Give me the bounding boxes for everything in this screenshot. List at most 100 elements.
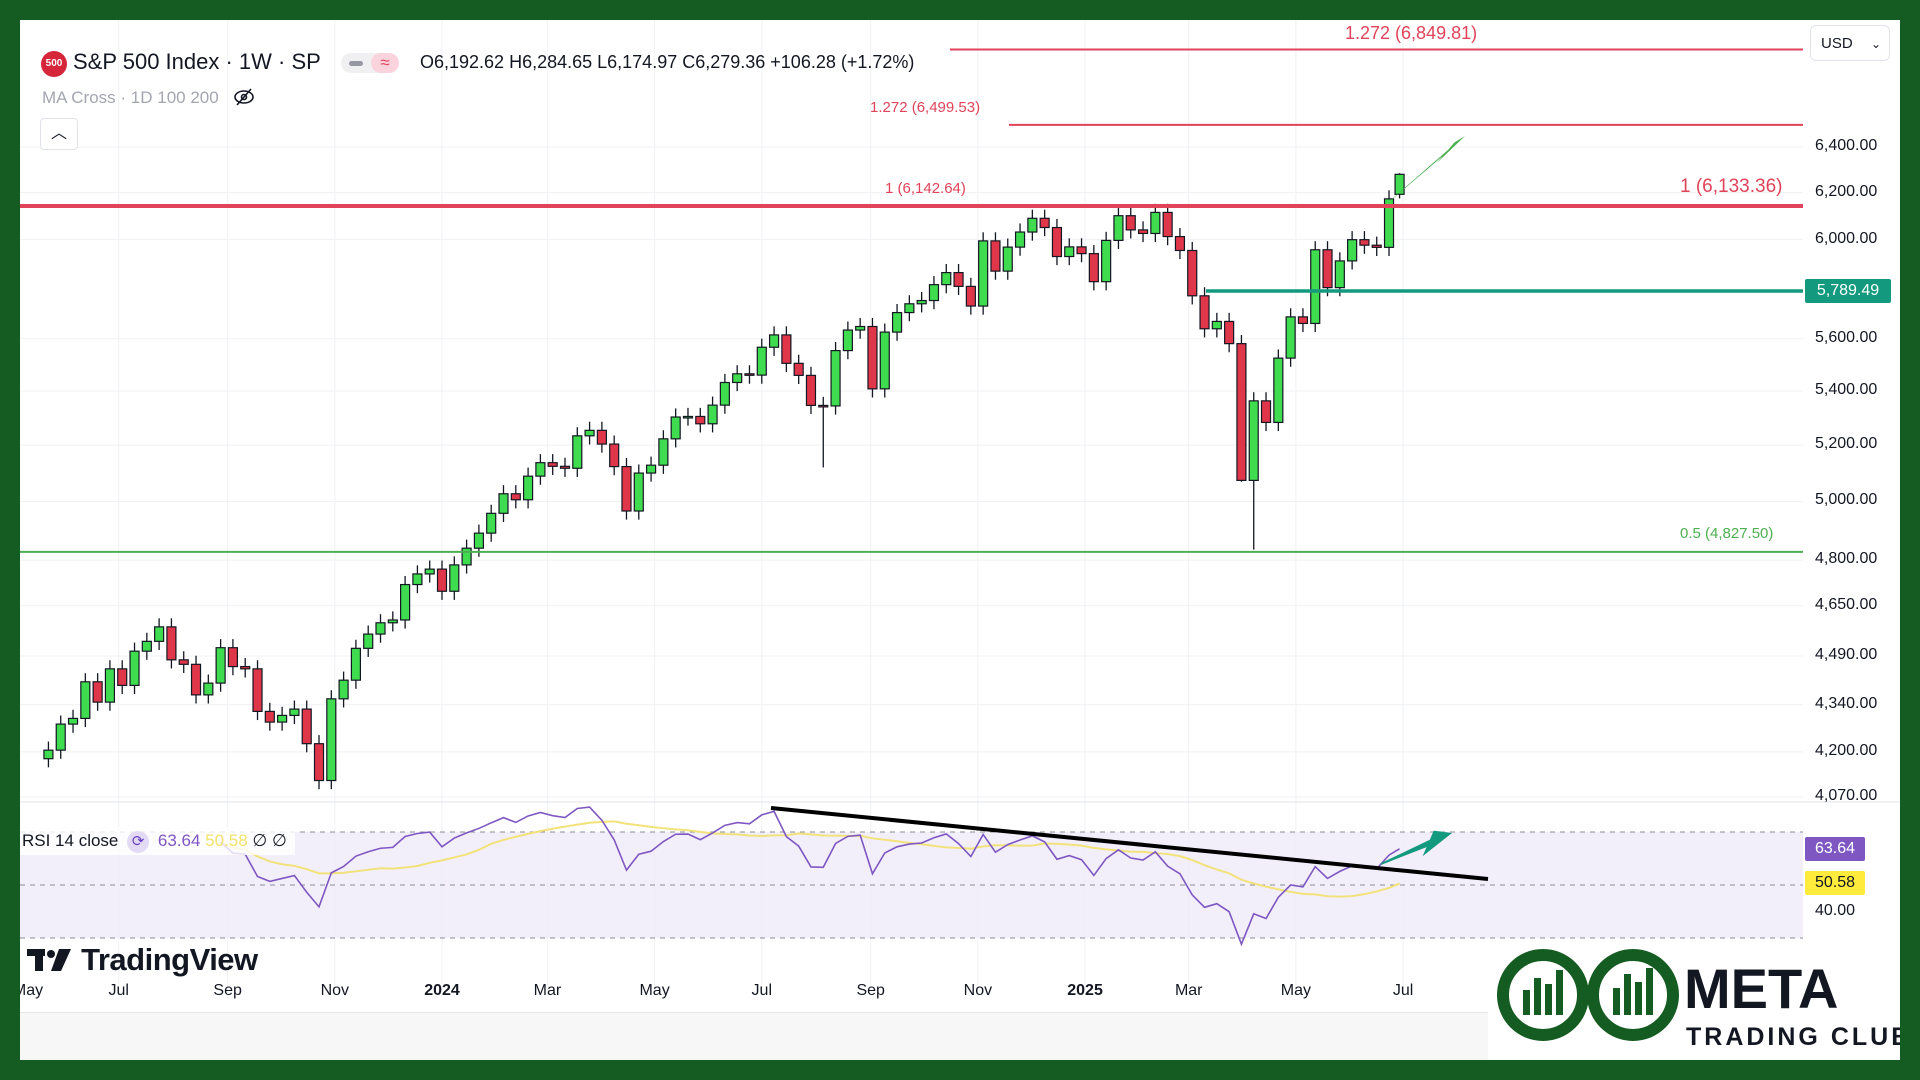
time-axis-label: Mar [533, 982, 562, 999]
candle-up [682, 415, 694, 419]
rsi-value-label: 63.64 [1805, 836, 1865, 861]
rsi-label: RSI 14 close [22, 831, 119, 850]
bottom-strip [20, 1012, 1488, 1060]
candle-up [350, 647, 362, 681]
candle-up [916, 299, 927, 305]
candle-up [1064, 246, 1075, 258]
candle-down [965, 285, 976, 307]
candle-up [43, 749, 54, 760]
indicator-legend[interactable]: MA Cross · 1D 100 200 [42, 87, 255, 108]
candle-down [1137, 229, 1149, 235]
candle-down [1322, 249, 1333, 289]
candle-up [1027, 217, 1038, 233]
candle-up [830, 349, 841, 407]
candle-up [879, 331, 890, 390]
candle-down [510, 493, 521, 501]
candle-down [1051, 226, 1063, 258]
candle-up [1014, 231, 1026, 248]
candle-up [67, 717, 79, 725]
fib-level-label: 1 (6,133.36) [1680, 175, 1783, 197]
price-axis-label: 4,490.00 [1815, 645, 1878, 663]
time-axis-label: Jul [751, 982, 772, 999]
time-axis-label: Nov [963, 982, 993, 999]
candle-up [400, 583, 411, 621]
candle-up [498, 493, 509, 514]
candle-up [1310, 249, 1321, 325]
candle-up [1002, 246, 1013, 272]
rsi-legend[interactable]: RSI 14 close ⟳ 63.64 50.58 ∅ ∅ [20, 827, 295, 855]
candle-up [141, 640, 152, 652]
fib-level-label: 1.272 (6,849.81) [1345, 23, 1478, 44]
currency-dropdown[interactable]: USD ⌄ [1810, 25, 1890, 61]
chart-canvas[interactable] [20, 20, 1900, 1060]
candle-up [1211, 320, 1222, 330]
chart-style-pill[interactable]: ≈ [341, 53, 399, 73]
candle-down [1125, 215, 1136, 231]
candle-up [55, 723, 66, 751]
price-axis-label: 4,650.00 [1815, 595, 1878, 613]
time-axis-label: Sep [213, 982, 242, 999]
candle-up [645, 464, 657, 474]
chevron-up-icon: ︿ [50, 125, 67, 142]
candle-up [461, 547, 472, 566]
fib-level-label: 0.5 (4,827.50) [1680, 524, 1774, 542]
candle-up [1347, 239, 1358, 262]
candle-down [1224, 320, 1235, 345]
candle-up [842, 329, 853, 352]
candle-up [928, 284, 940, 302]
candle-up [891, 311, 903, 333]
candle-down [1088, 253, 1099, 283]
eye-off-icon[interactable] [233, 87, 255, 107]
time-axis-label: Sep [856, 982, 885, 999]
candle-up [326, 698, 337, 782]
candle-up [387, 619, 398, 624]
ohlc-readout: O6,192.62 H6,284.65 L6,174.97 C6,279.36 … [420, 52, 915, 72]
candle-up [633, 472, 644, 512]
candle-down [313, 743, 325, 782]
refresh-icon[interactable]: ⟳ [127, 830, 150, 853]
indicator-label: MA Cross · 1D 100 200 [42, 88, 219, 107]
candle-up [1101, 239, 1112, 283]
time-axis-label: Mar [1174, 982, 1203, 999]
candle-down [621, 465, 632, 512]
candle-down [609, 443, 620, 468]
candle-up [412, 573, 423, 586]
rsi-value: 63.64 [157, 831, 201, 850]
currency-value: USD [1821, 35, 1853, 52]
candle-up [1394, 173, 1405, 195]
candle-up [277, 714, 288, 723]
candle-up [658, 438, 669, 466]
candle-down [547, 462, 558, 467]
candle-up [707, 404, 718, 425]
candle-down [867, 325, 878, 390]
candle-down [1174, 235, 1186, 252]
candle-down [92, 681, 103, 703]
up-arrow-icon [1390, 136, 1465, 201]
time-axis-label: Jul [1392, 982, 1414, 999]
price-axis-label: 6,200.00 [1815, 182, 1878, 200]
candle-down [1260, 400, 1272, 424]
approx-icon: ≈ [371, 53, 399, 73]
candle-up [756, 346, 767, 376]
brand-line1: META [1684, 957, 1839, 1020]
fib-level-label: 1 (6,142.64) [885, 179, 966, 197]
symbol-title[interactable]: S&P 500 Index · 1W · SP [73, 49, 321, 74]
rsi-line [220, 806, 1400, 947]
candle-down [818, 404, 829, 408]
candle-down [1236, 343, 1247, 481]
chart-panel[interactable]: 500 S&P 500 Index · 1W · SP ≈ O6,192.62 … [20, 20, 1900, 1060]
candle-up [572, 435, 583, 469]
candle-up [338, 679, 349, 700]
symbol-badge: 500 [41, 51, 67, 77]
candle-down [1199, 295, 1210, 330]
rsi-ma-label: 50.58 [1805, 871, 1865, 896]
candle-down [227, 647, 239, 668]
candle-up [584, 429, 595, 437]
candle-down [695, 415, 706, 425]
collapse-legend-button[interactable]: ︿ [40, 118, 78, 150]
candle-down [252, 668, 263, 713]
candle-up [1248, 400, 1259, 481]
candle-down [559, 465, 571, 469]
candle-down [953, 272, 964, 287]
price-axis-label: 5,600.00 [1815, 328, 1878, 346]
